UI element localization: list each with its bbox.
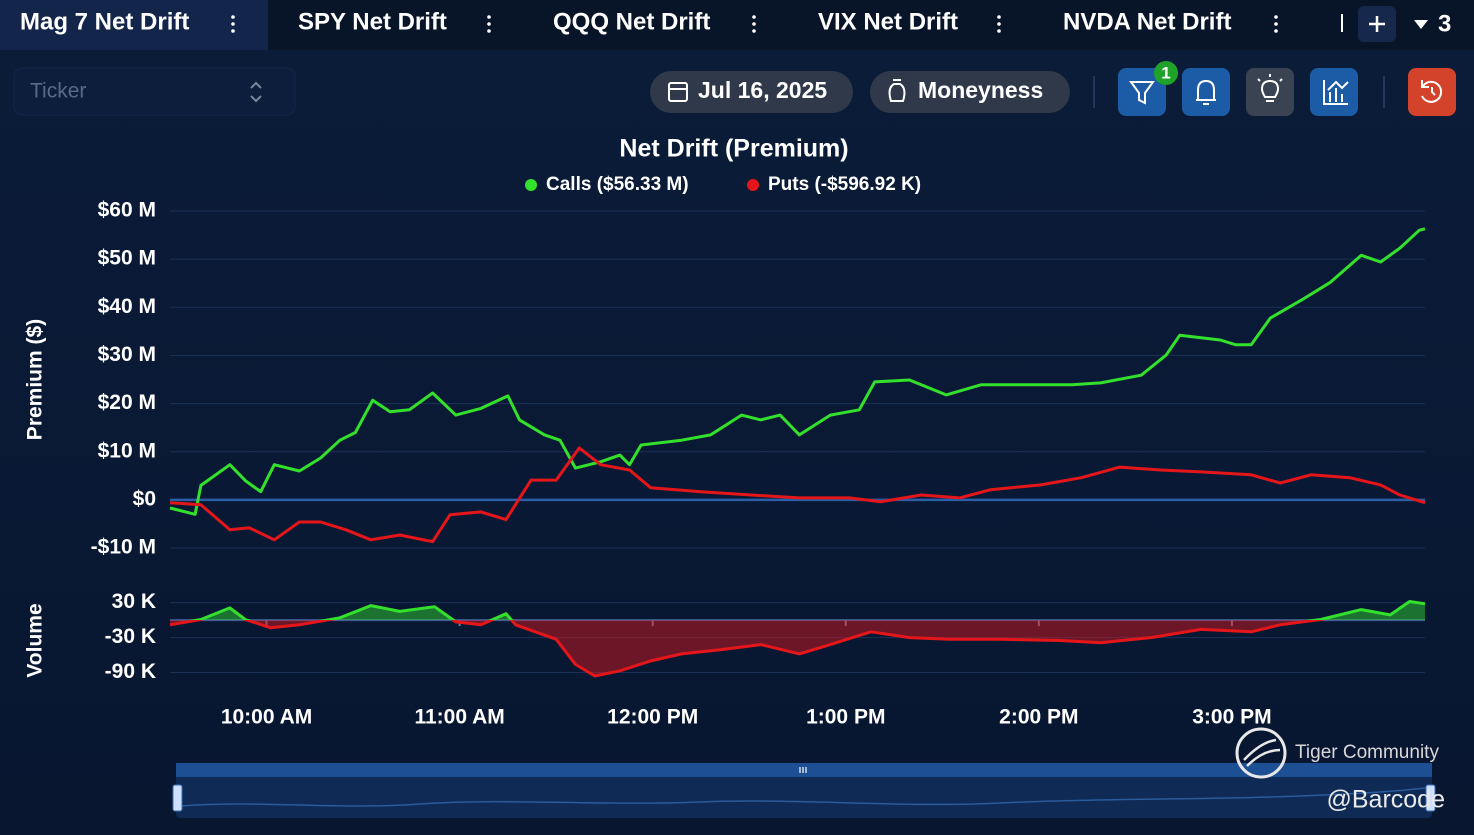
tab-label: VIX Net Drift: [818, 8, 958, 35]
dropdown-arrow[interactable]: [1414, 20, 1428, 29]
x-tick-label: 11:00 AM: [414, 706, 504, 729]
y-tick-label: $30 M: [98, 343, 156, 366]
y-axis-title: Volume: [24, 603, 47, 677]
y-tick-label: $20 M: [98, 391, 156, 414]
tab-label: SPY Net Drift: [298, 8, 447, 35]
hidden-tab-count: 3: [1438, 10, 1451, 37]
alert-button[interactable]: [1182, 68, 1230, 116]
navigator-handle-right[interactable]: [1425, 784, 1436, 812]
legend-marker: [747, 179, 759, 191]
tab-menu-dot: [487, 15, 491, 19]
select-arrows: [250, 81, 262, 103]
filter-button[interactable]: [1118, 68, 1166, 116]
navigator-handle-left[interactable]: [172, 784, 183, 812]
chart-icon: [1323, 80, 1349, 105]
y-tick-label: $60 M: [98, 199, 156, 222]
filter-badge: 1: [1161, 63, 1170, 82]
reset-icon: [1421, 80, 1443, 103]
bulb-icon: [1257, 74, 1283, 102]
y-tick-label: 30 K: [112, 590, 156, 613]
tab-menu-dot: [231, 15, 235, 19]
watermark-handle: @Barcode: [1327, 786, 1446, 814]
y-tick-label: $10 M: [98, 439, 156, 462]
tab-menu-dot: [752, 15, 756, 19]
x-tick-label: 2:00 PM: [999, 706, 1078, 729]
navigator-preview: [179, 787, 1429, 807]
date-pill[interactable]: [650, 71, 853, 113]
x-tick-label: 12:00 PM: [607, 706, 698, 729]
tab-menu-dot: [1274, 22, 1278, 26]
tab-menu-dot: [487, 29, 491, 33]
tab-label: QQQ Net Drift: [553, 8, 710, 35]
active-tab[interactable]: [0, 0, 268, 50]
tab-menu-dot: [752, 22, 756, 26]
y-tick-label: $40 M: [98, 295, 156, 318]
legend-marker: [525, 179, 537, 191]
filter-badge-dot: [1154, 61, 1178, 85]
ticker-placeholder: Ticker: [30, 80, 86, 103]
moneyness-label: Moneyness: [918, 77, 1043, 103]
y-tick-label: -90 K: [105, 660, 156, 683]
tab-menu-dot: [1274, 15, 1278, 19]
chart-type-button[interactable]: [1310, 68, 1358, 116]
tab-menu-dot: [752, 29, 756, 33]
tab-label: NVDA Net Drift: [1063, 8, 1231, 35]
calendar-icon: [668, 82, 688, 102]
y-tick-label: $0: [133, 487, 156, 510]
tab-menu-dot: [487, 22, 491, 26]
x-tick-label: 3:00 PM: [1192, 706, 1271, 729]
date-label: Jul 16, 2025: [698, 77, 827, 103]
x-tick-label: 10:00 AM: [221, 706, 312, 729]
watermark-logo-stripes: [1243, 738, 1281, 767]
legend-label: Calls ($56.33 M): [546, 174, 689, 195]
x-tick-label: 1:00 PM: [806, 706, 885, 729]
tab-menu-dot: [997, 22, 1001, 26]
moneybag-icon: [888, 79, 906, 102]
navigator-scroll[interactable]: [176, 763, 1432, 777]
y-axis-title: Premium ($): [24, 319, 47, 440]
tab-menu-dot: [231, 22, 235, 26]
bell-icon: [1196, 79, 1216, 105]
tab-label: Mag 7 Net Drift: [20, 8, 189, 35]
legend-label: Puts (-$596.92 K): [768, 174, 921, 195]
y-tick-label: -$10 M: [91, 536, 156, 559]
y-tick-label: $50 M: [98, 247, 156, 270]
navigator-grip: [799, 767, 807, 773]
ticker-select[interactable]: [13, 67, 296, 116]
tab-menu-dot: [1274, 29, 1278, 33]
filter-icon: [1129, 81, 1155, 105]
plus-icon: [1369, 16, 1385, 32]
moneyness-pill[interactable]: [870, 71, 1070, 113]
volume-line: [169, 600, 1426, 678]
watermark-logo: [1235, 727, 1287, 779]
series-line: [169, 446, 1426, 544]
series-line: [169, 227, 1426, 516]
chart-title: Net Drift (Premium): [619, 135, 848, 163]
volume-fill: [170, 601, 1425, 676]
tab-menu-dot: [231, 29, 235, 33]
tab-menu-dot: [997, 15, 1001, 19]
watermark-brand: Tiger Community: [1295, 742, 1439, 763]
tab-menu-dot: [997, 29, 1001, 33]
y-tick-label: -30 K: [105, 625, 156, 648]
